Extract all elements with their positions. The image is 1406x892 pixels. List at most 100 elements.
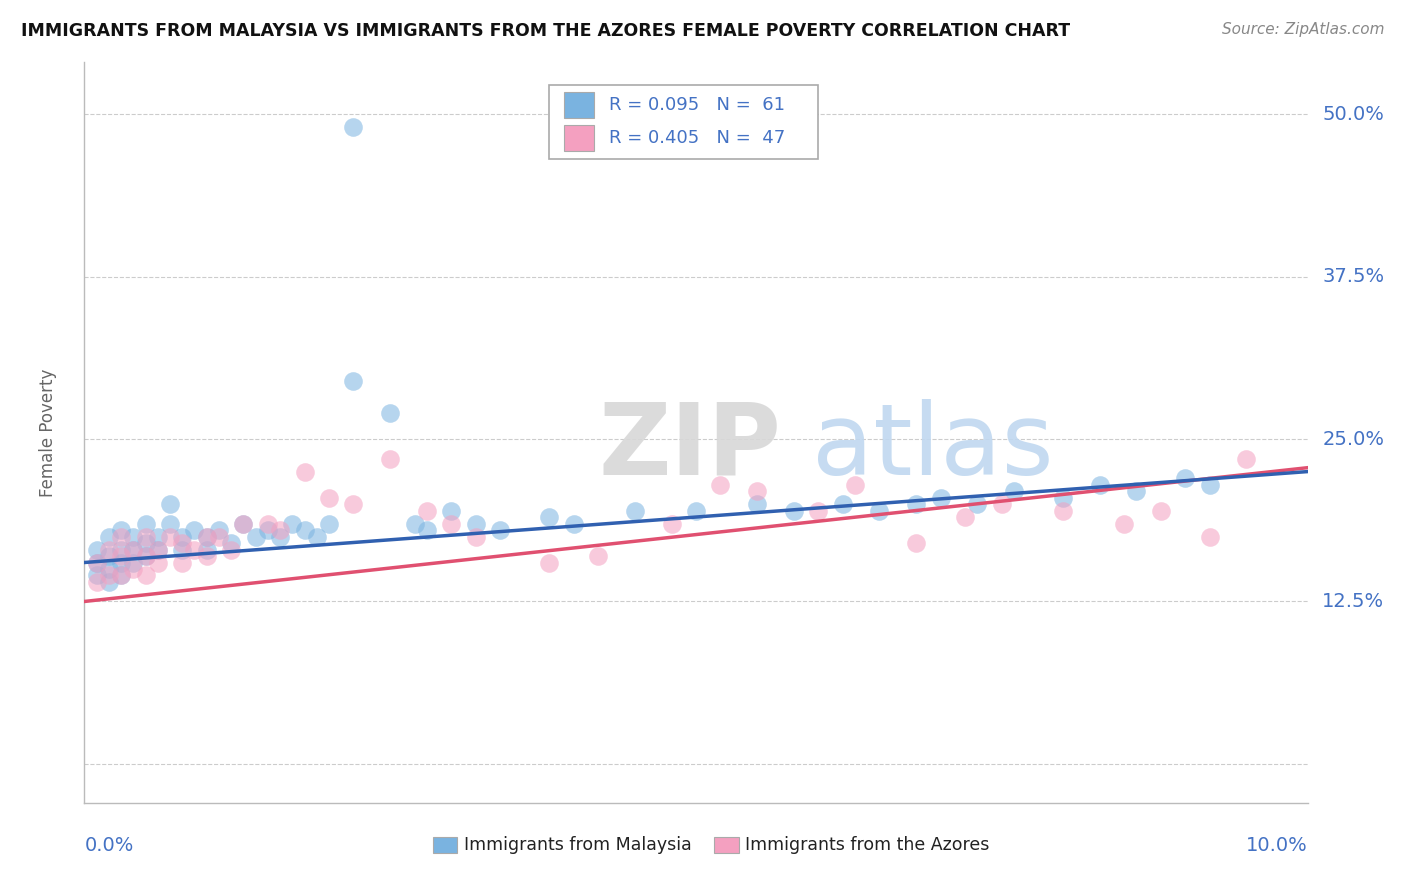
Point (538, 556, 561, 570)
Point (269, 523, 291, 537)
Point (135, 529, 157, 543)
Point (135, 549, 157, 563)
Point (219, 542, 242, 557)
Point (208, 529, 231, 543)
Point (342, 120, 364, 135)
FancyBboxPatch shape (714, 837, 738, 853)
Point (269, 529, 291, 543)
Point (440, 503, 463, 517)
Text: ZIP: ZIP (598, 399, 780, 496)
Point (1052, 491, 1074, 505)
Point (342, 374, 364, 388)
Point (245, 529, 267, 543)
Point (1002, 484, 1025, 499)
Point (135, 568, 157, 582)
Text: 12.5%: 12.5% (1322, 592, 1385, 611)
Point (146, 542, 169, 557)
Text: Source: ZipAtlas.com: Source: ZipAtlas.com (1222, 22, 1385, 37)
Point (1125, 484, 1147, 499)
Point (135, 536, 157, 550)
FancyBboxPatch shape (564, 126, 595, 152)
Point (122, 542, 145, 557)
Point (195, 529, 218, 543)
Point (97, 542, 120, 557)
Point (747, 484, 769, 499)
Point (783, 503, 806, 517)
Point (146, 542, 169, 557)
Point (195, 529, 218, 543)
Point (86, 556, 108, 570)
Point (661, 516, 683, 531)
Point (159, 529, 181, 543)
Text: Immigrants from the Azores: Immigrants from the Azores (745, 836, 990, 854)
Point (586, 549, 609, 563)
Text: IMMIGRANTS FROM MALAYSIA VS IMMIGRANTS FROM THE AZORES FEMALE POVERTY CORRELATIO: IMMIGRANTS FROM MALAYSIA VS IMMIGRANTS F… (21, 22, 1070, 40)
Point (294, 465, 316, 479)
Text: 25.0%: 25.0% (1322, 430, 1385, 449)
Point (195, 549, 218, 563)
Point (905, 497, 928, 511)
Point (464, 529, 486, 543)
Point (404, 516, 426, 531)
Point (146, 529, 169, 543)
Point (991, 497, 1014, 511)
Point (86, 574, 108, 589)
Point (122, 529, 145, 543)
Point (538, 510, 561, 524)
Text: Immigrants from Malaysia: Immigrants from Malaysia (464, 836, 692, 854)
Point (416, 523, 439, 537)
Point (562, 516, 585, 531)
FancyBboxPatch shape (550, 85, 818, 159)
Point (97, 568, 120, 582)
Text: R = 0.095   N =  61: R = 0.095 N = 61 (609, 95, 785, 113)
Point (146, 556, 169, 570)
Point (257, 516, 280, 531)
Point (294, 523, 316, 537)
Point (953, 510, 976, 524)
Point (844, 477, 866, 491)
Point (624, 503, 647, 517)
Point (183, 542, 205, 557)
Point (305, 529, 328, 543)
Point (318, 516, 340, 531)
Point (685, 503, 707, 517)
Point (831, 497, 853, 511)
Point (172, 556, 194, 570)
Point (489, 523, 512, 537)
Point (257, 523, 280, 537)
Point (110, 529, 132, 543)
Point (1150, 503, 1173, 517)
Point (110, 549, 132, 563)
Point (135, 549, 157, 563)
Text: Female Poverty: Female Poverty (38, 368, 56, 497)
Point (110, 523, 132, 537)
Point (1088, 477, 1111, 491)
Point (172, 529, 194, 543)
Point (110, 568, 132, 582)
FancyBboxPatch shape (564, 92, 595, 118)
Point (172, 542, 194, 557)
Point (440, 516, 463, 531)
Point (342, 497, 364, 511)
Point (195, 542, 218, 557)
Point (183, 523, 205, 537)
Text: 10.0%: 10.0% (1246, 836, 1308, 855)
Point (232, 516, 254, 531)
Point (86, 568, 108, 582)
Point (1236, 451, 1258, 466)
Point (122, 562, 145, 576)
Point (318, 491, 340, 505)
Point (110, 568, 132, 582)
Point (905, 536, 928, 550)
Text: 50.0%: 50.0% (1322, 105, 1384, 124)
Point (380, 451, 402, 466)
Point (380, 406, 402, 420)
Point (110, 542, 132, 557)
Point (281, 516, 304, 531)
Point (110, 556, 132, 570)
Point (97, 529, 120, 543)
Point (1052, 503, 1074, 517)
Point (86, 556, 108, 570)
Text: atlas: atlas (813, 399, 1054, 496)
Point (1198, 529, 1220, 543)
